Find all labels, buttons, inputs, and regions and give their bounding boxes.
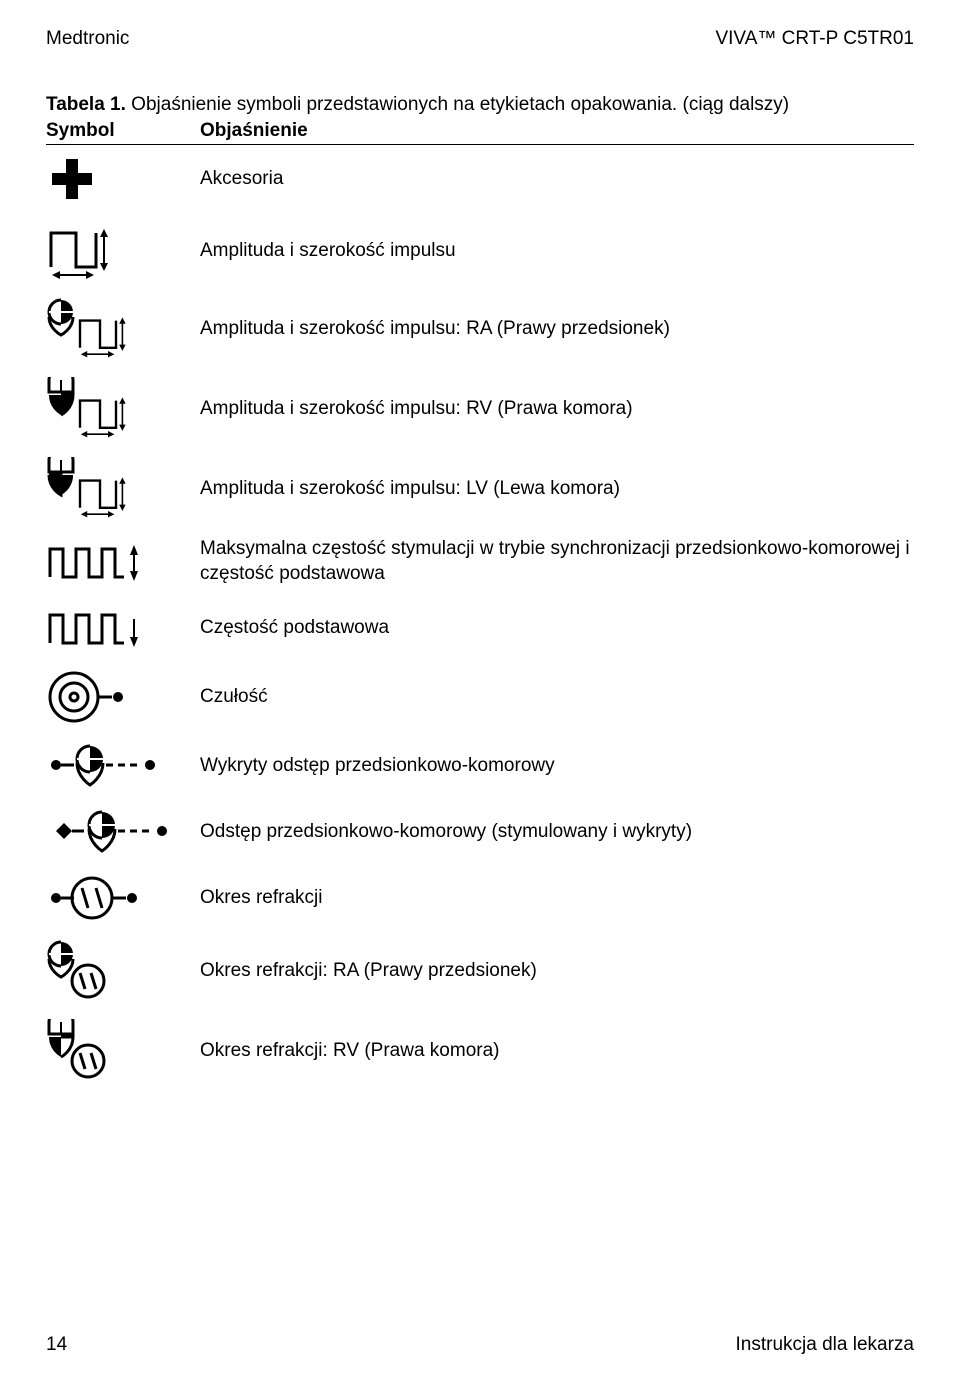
table-row: Okres refrakcji: RV (Prawa komora) [46,1019,914,1083]
heart-dash-dot-icon [46,741,166,791]
symbol-cell [46,457,200,521]
col-symbol: Symbol [46,120,200,142]
table-body: Akcesoria Amplituda i szerokość impulsu [46,153,914,1083]
target-icon [46,669,126,725]
page: Medtronic VIVA™ CRT-P C5TR01 Tabela 1. O… [0,0,960,1396]
symbol-cell [46,297,200,361]
symbol-cell [46,939,200,1003]
desc-cell: Okres refrakcji: RV (Prawa komora) [200,1039,914,1064]
heart-pulse-ra-icon [46,297,150,361]
symbol-cell [46,377,200,441]
desc-cell: Odstęp przedsionkowo-komorowy (stymulowa… [200,820,914,845]
desc-cell: Wykryty odstęp przedsionkowo-komorowy [200,754,914,779]
page-header: Medtronic VIVA™ CRT-P C5TR01 [46,28,914,50]
refractory-icon [46,873,146,923]
table-row: Amplituda i szerokość impulsu: LV (Lewa … [46,457,914,521]
header-right: VIVA™ CRT-P C5TR01 [715,28,914,50]
table-row: Amplituda i szerokość impulsu [46,221,914,281]
table-row: Amplituda i szerokość impulsu: RA (Prawy… [46,297,914,361]
page-number: 14 [46,1334,67,1356]
desc-cell: Akcesoria [200,167,914,192]
symbol-cell [46,741,200,791]
table-row: Częstość podstawowa [46,603,914,653]
wave-down-icon [46,603,146,653]
desc-cell: Okres refrakcji: RA (Prawy przedsionek) [200,959,914,984]
desc-cell: Maksymalna częstość stymulacji w trybie … [200,537,914,586]
desc-cell: Amplituda i szerokość impulsu: RV (Prawa… [200,397,914,422]
desc-cell: Częstość podstawowa [200,616,914,641]
table-row: Okres refrakcji [46,873,914,923]
desc-cell: Czułość [200,685,914,710]
table-title-prefix: Tabela 1. [46,94,126,115]
header-left: Medtronic [46,28,129,50]
symbol-cell [46,153,200,205]
plus-icon [46,153,98,205]
table-row: Okres refrakcji: RA (Prawy przedsionek) [46,939,914,1003]
symbol-cell [46,1019,200,1083]
heart-refractory-rv-icon [46,1019,136,1083]
col-desc: Objaśnienie [200,120,914,142]
table-row: Czułość [46,669,914,725]
symbol-cell [46,669,200,725]
symbol-cell [46,537,200,587]
heart-refractory-ra-icon [46,939,136,1003]
symbol-cell [46,603,200,653]
page-footer: 14 Instrukcja dla lekarza [46,1334,914,1356]
table-row: Odstęp przedsionkowo-komorowy (stymulowa… [46,807,914,857]
desc-cell: Amplituda i szerokość impulsu: LV (Lewa … [200,477,914,502]
desc-cell: Okres refrakcji [200,886,914,911]
desc-cell: Amplituda i szerokość impulsu [200,239,914,264]
symbol-cell [46,873,200,923]
table-column-headers: Symbol Objaśnienie [46,120,914,145]
heart-pulse-rv-icon [46,377,150,441]
table-title: Tabela 1. Objaśnienie symboli przedstawi… [46,94,914,116]
heart-pulse-lv-icon [46,457,150,521]
footer-right: Instrukcja dla lekarza [736,1334,914,1356]
wave-updown-icon [46,537,146,587]
symbol-cell [46,807,200,857]
table-row: Maksymalna częstość stymulacji w trybie … [46,537,914,587]
table-row: Wykryty odstęp przedsionkowo-komorowy [46,741,914,791]
pulse-icon [46,221,134,281]
symbol-cell [46,221,200,281]
table-row: Akcesoria [46,153,914,205]
desc-cell: Amplituda i szerokość impulsu: RA (Prawy… [200,317,914,342]
table-row: Amplituda i szerokość impulsu: RV (Prawa… [46,377,914,441]
diamond-heart-dash-dot-icon [46,807,176,857]
table-title-rest: Objaśnienie symboli przedstawionych na e… [126,94,789,115]
